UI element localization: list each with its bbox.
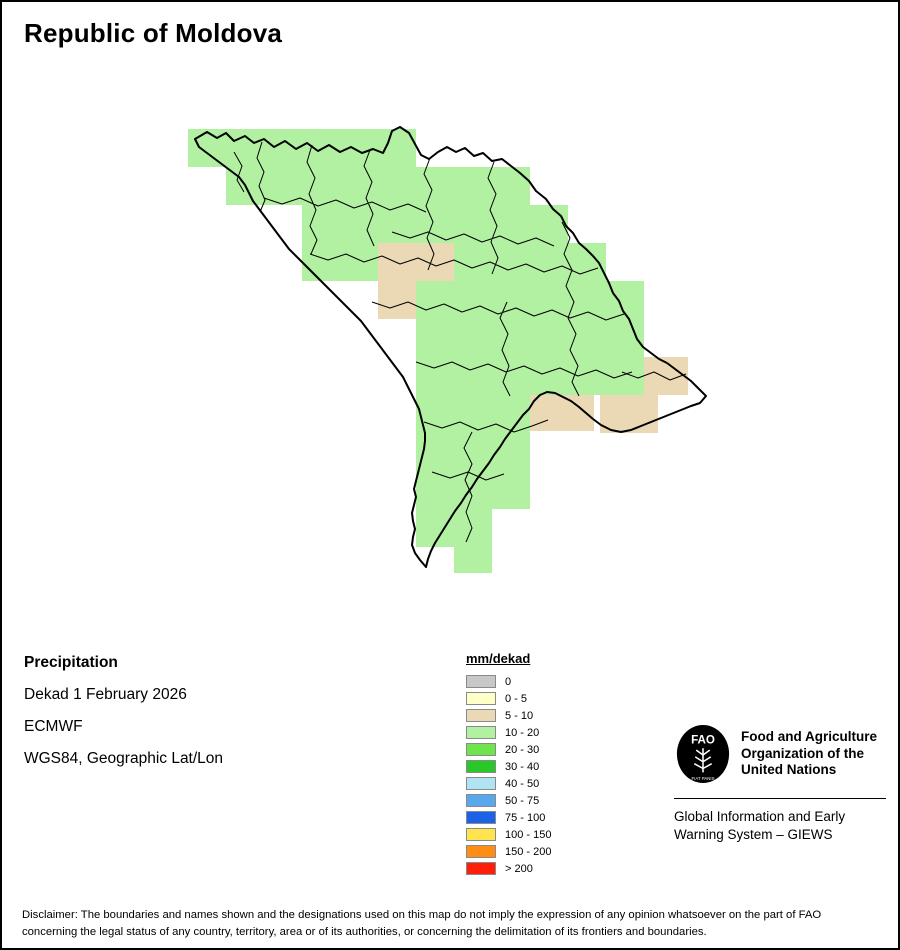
legend-entry-label: > 200 xyxy=(505,862,533,875)
legend-entry: 5 - 10 xyxy=(466,707,551,724)
disclaimer-line-2: concerning the legal status of any count… xyxy=(22,925,707,938)
legend-swatch xyxy=(466,845,496,858)
legend-entry-label: 10 - 20 xyxy=(505,726,540,739)
precip-cell xyxy=(600,395,658,433)
precip-cell xyxy=(188,129,416,167)
legend-entry: 150 - 200 xyxy=(466,843,551,860)
legend-entry: > 200 xyxy=(466,860,551,877)
legend-entry-label: 0 xyxy=(505,675,512,688)
legend-entry-label: 30 - 40 xyxy=(505,760,540,773)
legend-entry-label: 150 - 200 xyxy=(505,845,552,858)
precip-cell xyxy=(302,205,568,243)
legend-title: mm/dekad xyxy=(466,651,531,666)
disclaimer: Disclaimer: The boundaries and names sho… xyxy=(22,907,821,941)
precip-cell xyxy=(378,281,416,319)
legend-swatch xyxy=(466,726,496,739)
precip-cell xyxy=(416,281,644,319)
info-heading: Precipitation xyxy=(24,654,118,671)
legend-swatch xyxy=(466,692,496,705)
fao-org-name: Food and Agriculture Organization of the… xyxy=(741,728,877,778)
legend-swatch xyxy=(466,794,496,807)
legend-entry-label: 5 - 10 xyxy=(505,709,534,722)
precip-cell xyxy=(454,547,492,573)
legend-entry-label: 50 - 75 xyxy=(505,794,540,807)
legend-swatch xyxy=(466,862,496,875)
legend-entry: 75 - 100 xyxy=(466,809,551,826)
legend-entry-label: 0 - 5 xyxy=(505,692,528,705)
legend-entry-label: 40 - 50 xyxy=(505,777,540,790)
fao-motto-text: FIAT PANIS xyxy=(692,776,715,781)
map-info-block: Precipitation Dekad 1 February 2026 ECMW… xyxy=(24,654,223,782)
legend-swatch xyxy=(466,709,496,722)
precip-cell xyxy=(530,395,594,431)
legend-entry: 20 - 30 xyxy=(466,741,551,758)
disclaimer-line-1: Disclaimer: The boundaries and names sho… xyxy=(22,909,822,921)
legend-swatch xyxy=(466,743,496,756)
legend-entry: 30 - 40 xyxy=(466,758,551,775)
fao-logo-text: FAO xyxy=(691,733,715,746)
precip-cell xyxy=(416,319,644,357)
fao-logo-icon: FAO FIAT PANIS xyxy=(676,725,730,783)
legend-swatch xyxy=(466,811,496,824)
fao-divider xyxy=(674,798,886,799)
precip-cell xyxy=(226,167,530,205)
precipitation-cells xyxy=(188,129,688,573)
precip-cell xyxy=(416,471,530,509)
legend-entry: 50 - 75 xyxy=(466,792,551,809)
legend-entry: 100 - 150 xyxy=(466,826,551,843)
legend-entry: 10 - 20 xyxy=(466,724,551,741)
legend-swatch xyxy=(466,777,496,790)
legend-entries: 0 0 - 5 5 - 10 10 - 20 20 - 30 30 - 40 4… xyxy=(466,673,551,877)
precip-cell xyxy=(454,243,606,281)
page-title: Republic of Moldova xyxy=(24,18,283,48)
legend-swatch xyxy=(466,675,496,688)
precip-cell xyxy=(416,509,492,547)
info-dekad: Dekad 1 February 2026 xyxy=(24,686,187,703)
precip-cell xyxy=(416,433,530,471)
legend-entry: 40 - 50 xyxy=(466,775,551,792)
fao-block: FAO FIAT PANIS Food and Agriculture Orga… xyxy=(674,722,886,844)
precip-cell xyxy=(416,395,530,433)
precip-cell xyxy=(378,243,454,281)
legend: mm/dekad 0 0 - 5 5 - 10 10 - 20 20 - 30 … xyxy=(466,651,551,877)
giews-label: Global Information and Early Warning Sys… xyxy=(674,809,846,843)
info-projection: WGS84, Geographic Lat/Lon xyxy=(24,750,224,767)
legend-entry: 0 xyxy=(466,673,551,690)
country-outline xyxy=(194,126,707,568)
info-source: ECMWF xyxy=(24,718,83,735)
legend-entry: 0 - 5 xyxy=(466,690,551,707)
legend-entry-label: 75 - 100 xyxy=(505,811,546,824)
legend-entry-label: 100 - 150 xyxy=(505,828,552,841)
wheat-icon xyxy=(693,748,713,773)
district-boundaries xyxy=(233,141,687,543)
legend-swatch xyxy=(466,828,496,841)
legend-entry-label: 20 - 30 xyxy=(505,743,540,756)
legend-swatch xyxy=(466,760,496,773)
